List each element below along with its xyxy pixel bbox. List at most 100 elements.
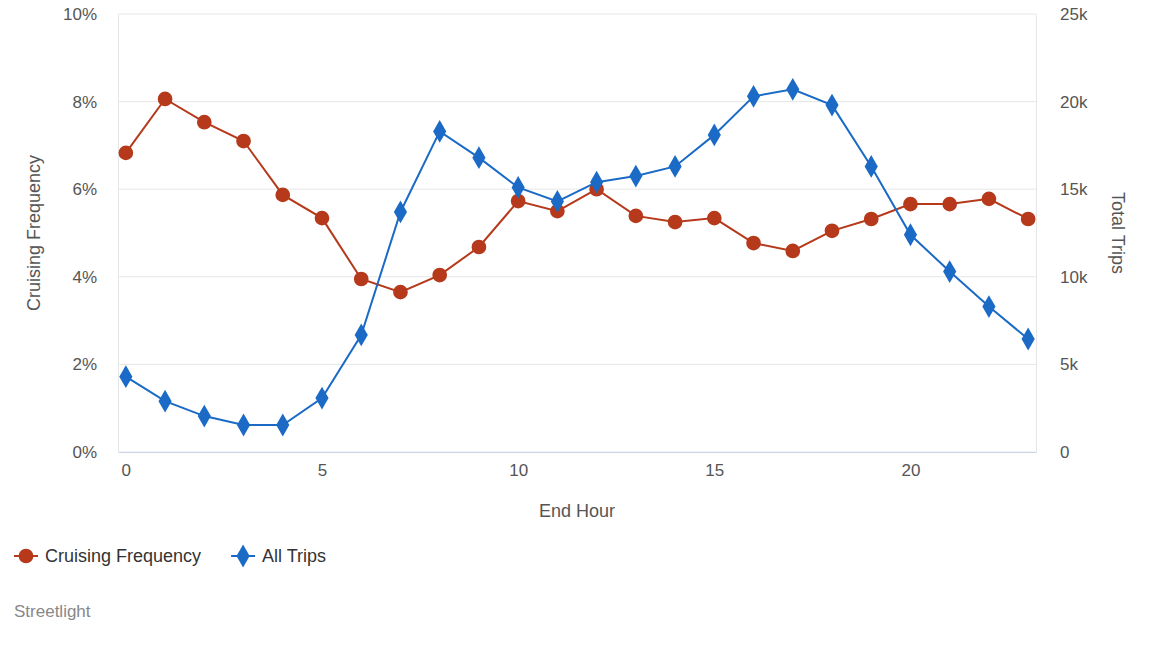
tick-label: 5 xyxy=(318,461,327,480)
marker xyxy=(354,272,369,287)
tick: 0% xyxy=(72,443,118,462)
tick: 20 xyxy=(902,452,921,480)
marker xyxy=(394,201,407,224)
marker xyxy=(355,324,368,347)
y2-axis-title: Total Trips xyxy=(1108,192,1128,274)
marker xyxy=(432,268,447,283)
tick: 0 xyxy=(1036,443,1069,462)
series xyxy=(118,92,1035,300)
marker xyxy=(590,171,603,194)
grid-line xyxy=(118,276,1036,277)
marker xyxy=(158,390,171,413)
legend-item: Cruising Frequency xyxy=(14,546,201,566)
marker xyxy=(315,211,330,226)
marker xyxy=(982,295,995,318)
grid-line xyxy=(118,101,1036,102)
tick-label: 5k xyxy=(1060,355,1078,374)
tick-label: 10k xyxy=(1060,268,1088,287)
marker xyxy=(275,188,290,203)
marker xyxy=(786,78,799,101)
tick-label: 0 xyxy=(1060,443,1069,462)
marker xyxy=(433,120,446,143)
marker xyxy=(118,145,133,160)
tick-label: 10% xyxy=(63,5,97,24)
grid-line xyxy=(118,364,1036,365)
legend-marker xyxy=(236,545,249,568)
marker xyxy=(746,236,761,251)
marker xyxy=(982,191,997,206)
x-axis-title: End Hour xyxy=(539,501,615,521)
legend-item: All Trips xyxy=(231,545,326,568)
marker xyxy=(393,285,408,300)
legend-marker xyxy=(19,549,34,564)
marker xyxy=(629,165,642,188)
tick: 10 xyxy=(509,452,528,480)
marker xyxy=(628,209,643,224)
marker xyxy=(903,197,918,212)
marker xyxy=(747,85,760,108)
tick-label: 8% xyxy=(72,93,97,112)
tick-label: 20k xyxy=(1060,93,1088,112)
marker xyxy=(236,134,251,149)
marker xyxy=(198,405,211,428)
marker xyxy=(158,92,173,107)
tick: 15k xyxy=(1036,180,1088,199)
tick: 20k xyxy=(1036,93,1088,112)
marker xyxy=(942,197,957,212)
chart: 0 5 10 15 20 0% 2% 4% 6% 8% 10% 0 5k 10k 15k 20k 25k End … xyxy=(0,0,1151,647)
legend-label: Cruising Frequency xyxy=(45,546,201,566)
tick: 5k xyxy=(1036,355,1078,374)
legend-label: All Trips xyxy=(262,546,326,566)
marker xyxy=(864,212,879,227)
series-line xyxy=(126,99,1028,292)
marker xyxy=(707,211,722,226)
tick: 5 xyxy=(318,452,327,480)
marker xyxy=(865,155,878,178)
marker xyxy=(785,244,800,259)
y-axis: 0% 2% 4% 6% 8% 10% xyxy=(63,5,119,462)
tick: 15 xyxy=(705,452,724,480)
tick-label: 10 xyxy=(509,461,528,480)
tick-label: 15k xyxy=(1060,180,1088,199)
grid-line xyxy=(118,189,1036,190)
tick: 8% xyxy=(72,93,118,112)
marker xyxy=(197,115,212,130)
tick: 2% xyxy=(72,355,118,374)
axis-line xyxy=(118,15,119,453)
legend: Cruising Frequency All Trips xyxy=(14,545,326,568)
tick-label: 20 xyxy=(902,461,921,480)
marker xyxy=(904,223,917,246)
marker xyxy=(276,414,289,437)
tick: 6% xyxy=(72,180,118,199)
y-axis-title: Cruising Frequency xyxy=(24,155,44,311)
marker xyxy=(315,387,328,410)
axis-line xyxy=(119,452,1037,453)
tick-label: 2% xyxy=(72,355,97,374)
tick-label: 4% xyxy=(72,268,97,287)
grid-line xyxy=(118,452,1036,453)
source-note: Streetlight xyxy=(14,602,91,621)
grid xyxy=(118,14,1036,452)
marker xyxy=(472,146,485,169)
marker xyxy=(668,155,681,178)
tick-label: 15 xyxy=(705,461,724,480)
marker xyxy=(943,260,956,283)
marker xyxy=(551,190,564,213)
tick-label: 0% xyxy=(72,443,97,462)
marker xyxy=(668,215,683,230)
y2-axis: 0 5k 10k 15k 20k 25k xyxy=(1036,5,1088,462)
tick: 25k xyxy=(1036,5,1088,24)
tick: 4% xyxy=(72,268,118,287)
marker xyxy=(472,240,487,255)
series xyxy=(119,78,1034,436)
series-line xyxy=(126,89,1028,425)
marker xyxy=(1021,212,1036,227)
marker xyxy=(1022,328,1035,351)
marker xyxy=(237,414,250,437)
tick: 10k xyxy=(1036,268,1088,287)
grid-line xyxy=(118,14,1036,15)
x-axis: 05101520 xyxy=(119,452,1037,480)
axis-line xyxy=(1036,15,1037,453)
marker xyxy=(825,223,840,238)
marker xyxy=(708,123,721,146)
